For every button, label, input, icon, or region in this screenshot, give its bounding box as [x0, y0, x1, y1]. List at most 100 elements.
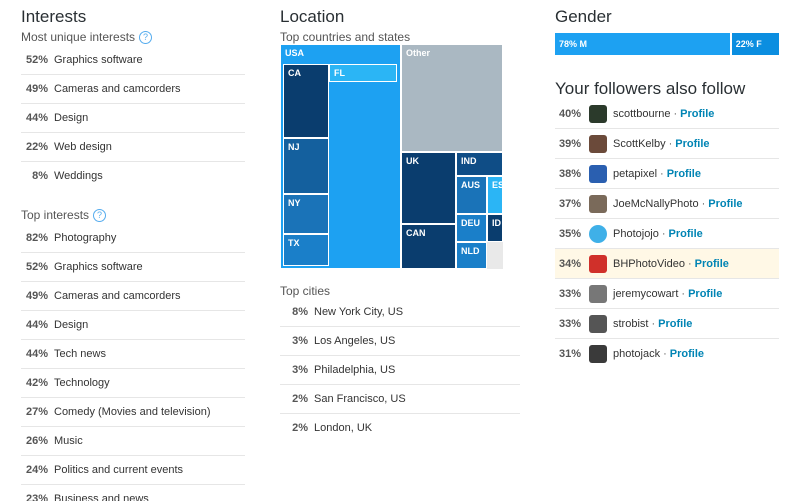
percent: 44% — [25, 319, 48, 331]
list-item: 3% Los Angeles, US — [280, 327, 520, 356]
top-cities-list: 8% New York City, US 3% Los Angeles, US 3%… — [280, 298, 520, 443]
account-name[interactable]: jeremycowart — [613, 287, 679, 300]
treemap-cell-tx[interactable]: TX — [283, 234, 329, 266]
list-item: 40% scottbourne · Profile — [555, 99, 779, 129]
interest-label: Tech news — [54, 348, 106, 360]
city-label: San Francisco, US — [314, 393, 406, 405]
help-icon[interactable]: ? — [139, 31, 153, 44]
list-item: 49% Cameras and camcorders — [21, 75, 245, 104]
interest-label: Politics and current events — [54, 464, 184, 476]
profile-link[interactable]: Profile — [680, 107, 715, 120]
percent: 49% — [25, 83, 48, 95]
account-name[interactable]: scottbourne — [613, 107, 671, 120]
profile-link[interactable]: Profile — [675, 137, 710, 150]
top-countries-label: Top countries and states — [280, 30, 411, 44]
separator: · — [673, 107, 678, 120]
top-interests-heading: Top interests? — [21, 208, 245, 222]
city-label: Philadelphia, US — [314, 364, 396, 376]
separator: · — [663, 348, 667, 360]
treemap-cell-ca[interactable]: CA — [283, 64, 329, 138]
treemap-cell-uk[interactable]: UK — [401, 152, 456, 224]
location-column: Location Top countries and states USA CA… — [280, 0, 520, 434]
percent: 22% — [25, 141, 48, 153]
interest-label: Photography — [54, 232, 117, 244]
list-item: 24% Politics and current events — [21, 456, 245, 485]
avatar[interactable] — [589, 164, 607, 183]
avatar[interactable] — [589, 134, 607, 153]
top-cities-label: Top cities — [280, 284, 331, 298]
profile-link[interactable]: Profile — [708, 197, 743, 210]
avatar[interactable] — [589, 314, 607, 333]
treemap-cell-ind[interactable]: IND — [456, 152, 503, 176]
list-item: 44% Design — [21, 104, 245, 133]
account-name[interactable]: photojack — [613, 348, 661, 360]
list-item: 52% Graphics software — [21, 46, 245, 75]
help-icon[interactable]: ? — [93, 209, 107, 222]
avatar[interactable] — [589, 345, 607, 363]
gender-bar: 78% M 22% F — [555, 33, 779, 55]
treemap-cell-id[interactable]: ID — [487, 214, 503, 242]
avatar[interactable] — [589, 224, 607, 243]
percent: 44% — [25, 112, 48, 124]
treemap-cell-other[interactable]: Other — [401, 44, 503, 152]
profile-link[interactable]: Profile — [658, 317, 693, 330]
followers-list: 40% scottbourne · Profile 39% ScottKelby… — [555, 99, 779, 369]
percent: 82% — [25, 232, 48, 244]
interest-label: Cameras and camcorders — [54, 83, 181, 95]
avatar[interactable] — [589, 254, 607, 273]
separator: · — [681, 287, 686, 300]
separator: · — [651, 317, 656, 330]
list-item: 2% San Francisco, US — [280, 385, 520, 414]
percent: 39% — [558, 137, 581, 150]
list-item: 22% Web design — [21, 133, 245, 162]
treemap-cell-fl[interactable]: FL — [329, 64, 397, 82]
account-name[interactable]: Photojojo — [613, 227, 659, 240]
location-title: Location — [280, 7, 345, 26]
percent: 52% — [25, 54, 48, 66]
list-item: 38% petapixel · Profile — [555, 159, 779, 189]
account-name[interactable]: strobist — [613, 317, 649, 330]
list-item: 39% ScottKelby · Profile — [555, 129, 779, 159]
profile-link[interactable]: Profile — [694, 257, 729, 270]
account-name[interactable]: petapixel — [613, 167, 658, 180]
treemap-cell-can[interactable]: CAN — [401, 224, 456, 269]
percent: 38% — [558, 167, 581, 180]
treemap-cell-nj[interactable]: NJ — [283, 138, 329, 194]
interest-label: Graphics software — [54, 261, 143, 273]
account-name[interactable]: JoeMcNallyPhoto — [613, 197, 699, 210]
profile-link[interactable]: Profile — [668, 227, 703, 240]
percent: 49% — [25, 290, 48, 302]
separator: · — [660, 167, 664, 180]
treemap-cell-es[interactable]: ES — [487, 176, 503, 214]
percent: 2% — [292, 393, 308, 405]
treemap-cell-deu[interactable]: DEU — [456, 214, 487, 242]
treemap-cell-aus[interactable]: AUS — [456, 176, 487, 214]
treemap-cell-nld[interactable]: NLD — [456, 242, 487, 269]
gender-column: Gender 78% M 22% F Your followers also f… — [555, 0, 780, 363]
list-item: 33% strobist · Profile — [555, 309, 779, 339]
profile-link[interactable]: Profile — [666, 167, 701, 180]
percent: 3% — [292, 335, 308, 347]
separator: · — [687, 257, 692, 270]
most-unique-interests-label: Most unique interests — [21, 30, 136, 44]
interest-label: Weddings — [54, 170, 103, 182]
top-interests-label: Top interests — [21, 208, 90, 222]
account-name[interactable]: BHPhotoVideo — [613, 257, 685, 270]
percent: 44% — [25, 348, 48, 360]
avatar[interactable] — [589, 104, 607, 123]
interest-label: Web design — [54, 141, 112, 153]
avatar[interactable] — [589, 194, 607, 213]
treemap-cell-ny[interactable]: NY — [283, 194, 329, 234]
list-item: 44% Tech news — [21, 340, 245, 369]
percent: 8% — [32, 170, 48, 182]
most-unique-interests-list: 52% Graphics software 49% Cameras and camc… — [21, 46, 245, 191]
percent: 3% — [292, 364, 308, 376]
interest-label: Cameras and camcorders — [54, 290, 181, 302]
avatar[interactable] — [589, 284, 607, 303]
profile-link[interactable]: Profile — [688, 287, 723, 300]
profile-link[interactable]: Profile — [669, 348, 704, 360]
account-name[interactable]: ScottKelby — [613, 137, 666, 150]
percent: 24% — [25, 464, 48, 476]
percent: 23% — [25, 493, 48, 501]
list-item: 52% Graphics software — [21, 253, 245, 282]
